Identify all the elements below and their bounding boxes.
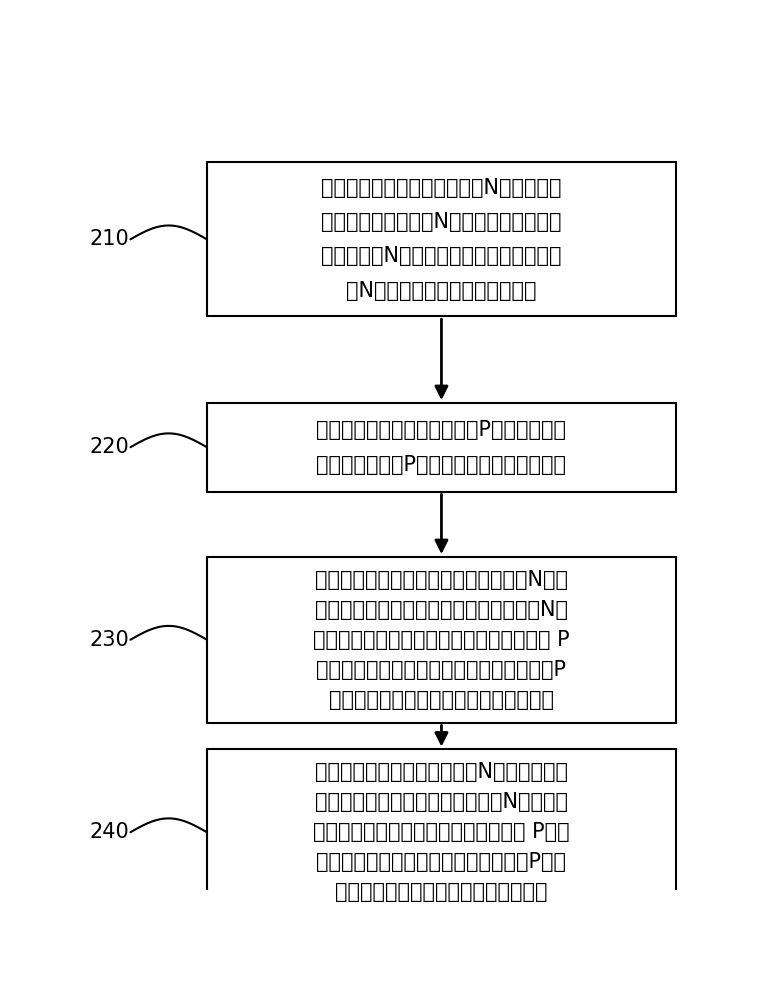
Text: 230: 230 — [89, 630, 130, 650]
Text: 沟道区域的漏电极的掺杂区处的接触孔区: 沟道区域的漏电极的掺杂区处的接触孔区 — [329, 690, 554, 710]
Text: 240: 240 — [89, 822, 130, 842]
Text: 电极的掺杂区及P沟道区域的漏电极的掺杂区: 电极的掺杂区及P沟道区域的漏电极的掺杂区 — [316, 455, 567, 475]
Text: 电极的重掺杂区处的金属电极区、N沟道区域: 电极的重掺杂区处的金属电极区、N沟道区域 — [315, 792, 568, 812]
Text: 利用第一带条纹的光罩定义出N沟道区域的: 利用第一带条纹的光罩定义出N沟道区域的 — [322, 178, 562, 198]
Text: 道区域的源电极的重掺杂区处的接触孔区、 P: 道区域的源电极的重掺杂区处的接触孔区、 P — [313, 630, 570, 650]
Text: 220: 220 — [89, 437, 130, 457]
Text: 利用第三带条纹的光罩定义出像素区、N沟道: 利用第三带条纹的光罩定义出像素区、N沟道 — [315, 570, 568, 590]
Text: 利用第四带条纹的光罩定义出N沟道区域的漏: 利用第四带条纹的光罩定义出N沟道区域的漏 — [315, 762, 568, 782]
Text: 利用第二带条纹的光罩定义出P沟道区域的源: 利用第二带条纹的光罩定义出P沟道区域的源 — [316, 420, 567, 440]
Bar — [207, 557, 676, 723]
Text: 210: 210 — [89, 229, 130, 249]
Text: 沟道区域的源电极的掺杂区处的接触孔区及P: 沟道区域的源电极的掺杂区处的接触孔区及P — [316, 660, 567, 680]
Bar — [207, 162, 676, 316]
Bar — [207, 403, 676, 492]
Text: 区域的源电极的掺杂区的金属电极区及P沟道: 区域的源电极的掺杂区的金属电极区及P沟道 — [316, 852, 567, 872]
Text: 及N沟道区域的漏电极的轻掺杂区: 及N沟道区域的漏电极的轻掺杂区 — [346, 281, 537, 301]
Text: 区域的漏电极的重掺杂区处的接触孔区、N沟: 区域的漏电极的重掺杂区处的接触孔区、N沟 — [315, 600, 568, 620]
Text: 区域的漏电极的掺杂区处的金属电极区: 区域的漏电极的掺杂区处的金属电极区 — [335, 882, 547, 902]
Bar — [207, 749, 676, 915]
Text: 的源电极的重掺杂区处的金属电极区、 P沟道: 的源电极的重掺杂区处的金属电极区、 P沟道 — [313, 822, 570, 842]
Text: 源电极的重掺杂区、N沟道区域的源电极的: 源电极的重掺杂区、N沟道区域的源电极的 — [322, 212, 562, 232]
Text: 轻掺杂区、N沟道区域的漏电极的重掺杂区: 轻掺杂区、N沟道区域的漏电极的重掺杂区 — [322, 246, 562, 266]
